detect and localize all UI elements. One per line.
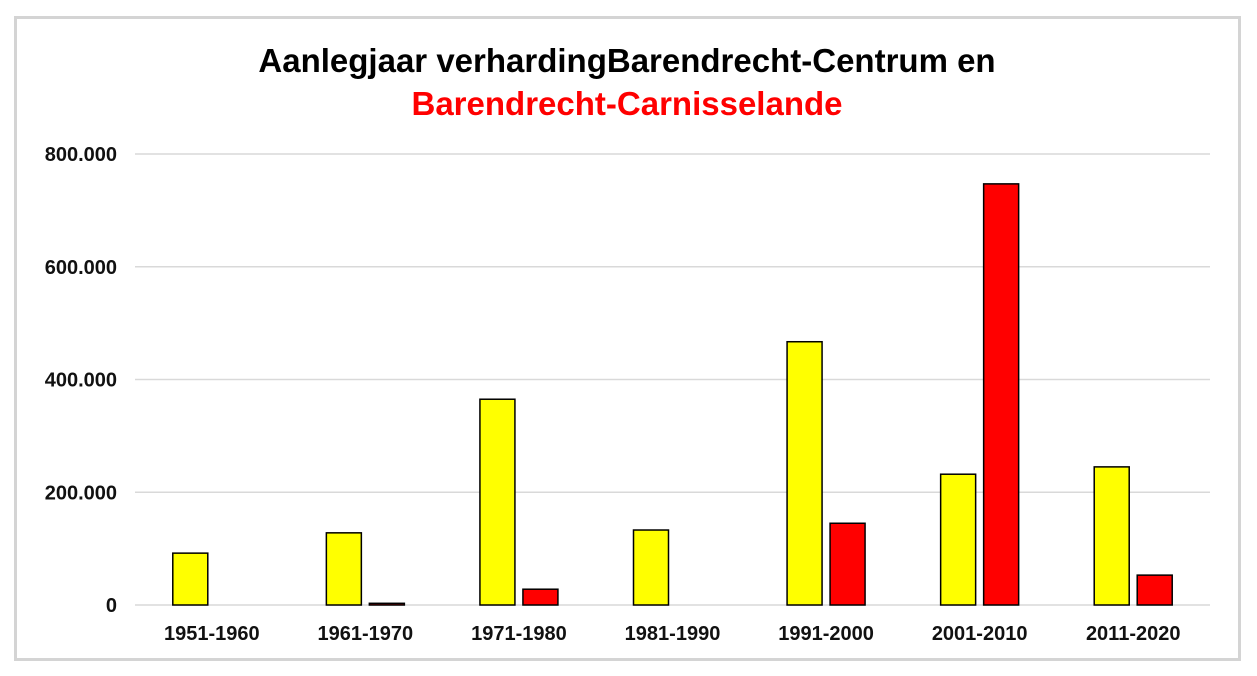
bars (172, 183, 1173, 606)
y-tick-label: 200.000 (45, 482, 117, 504)
x-tick-label: 1971-1980 (471, 623, 567, 645)
bar-yellow (325, 532, 363, 606)
y-tick-label: 0 (106, 595, 117, 617)
y-tick-label: 400.000 (45, 370, 117, 392)
chart-title-line1: Aanlegjaar verhardingBarendrecht-Centrum… (258, 42, 995, 79)
y-axis-tick-labels: 0 200.000 400.000 600.000 800.000 (45, 144, 117, 617)
x-tick-label: 1981-1990 (625, 623, 721, 645)
x-tick-label: 1991-2000 (778, 623, 874, 645)
bar-yellow (479, 398, 516, 606)
bar-yellow (1093, 466, 1130, 606)
bar-yellow (172, 552, 209, 606)
bar-yellow (939, 473, 977, 606)
x-tick-label: 1961-1970 (318, 623, 414, 645)
bar-red (368, 602, 406, 606)
chart-frame (14, 16, 1241, 661)
y-tick-label: 600.000 (45, 257, 117, 279)
x-tick-label: 2011-2020 (1086, 623, 1181, 645)
x-tick-label: 1951-1960 (164, 623, 260, 645)
bar-yellow (632, 529, 670, 606)
chart-title-line2: Barendrecht-Carnisselande (412, 85, 843, 122)
x-tick-label: 2001-2010 (932, 623, 1028, 645)
bar-red (829, 522, 866, 606)
bar-red (982, 183, 1020, 606)
x-axis-tick-labels: 1951-1960 1961-1970 1971-1980 1981-1990 1991… (164, 623, 1181, 645)
gridlines (135, 153, 1210, 606)
bar-red (1136, 574, 1173, 606)
bar-red (522, 588, 559, 606)
bar-yellow (786, 340, 823, 606)
y-tick-label: 800.000 (45, 144, 117, 166)
